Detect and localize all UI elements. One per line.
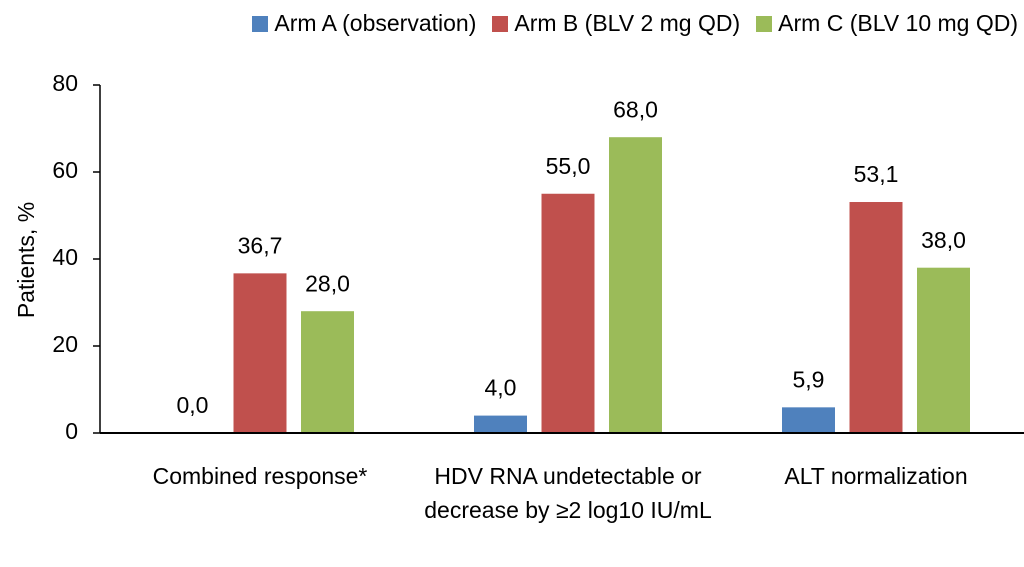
legend-item: Arm A (observation)	[252, 10, 476, 37]
legend-label: Arm C (BLV 10 mg QD)	[778, 10, 1018, 36]
legend-label: Arm B (BLV 2 mg QD)	[514, 10, 741, 36]
legend-swatch	[492, 15, 509, 32]
bar	[474, 415, 527, 433]
bar	[233, 273, 287, 433]
legend-label: Arm A (observation)	[274, 10, 477, 36]
y-tick-label: 60	[52, 157, 78, 183]
data-label: 55,0	[546, 153, 591, 179]
bar	[849, 202, 903, 433]
data-label: 4,0	[485, 375, 517, 401]
legend-swatch	[252, 15, 269, 32]
bar	[301, 311, 354, 433]
data-label: 38,0	[921, 227, 966, 253]
y-tick-label: 40	[52, 244, 78, 270]
data-label: 68,0	[613, 96, 658, 122]
y-tick-label: 0	[65, 418, 78, 444]
data-label: 53,1	[854, 161, 899, 187]
x-tick-label: Combined response*	[152, 463, 368, 489]
x-tick-label: HDV RNA undetectable or decrease by ≥2 l…	[424, 463, 712, 523]
legend: Arm A (observation) Arm B (BLV 2 mg QD) Ar…	[0, 10, 1024, 37]
bar	[917, 267, 970, 433]
data-label: 28,0	[305, 270, 350, 296]
y-tick-label: 20	[52, 331, 78, 357]
data-label: 0,0	[177, 392, 209, 418]
y-axis-label: Patients, %	[13, 202, 39, 318]
y-tick-label: 80	[52, 70, 78, 96]
legend-item: Arm C (BLV 10 mg QD)	[756, 10, 1018, 37]
x-tick-label: ALT normalization	[784, 463, 968, 489]
legend-swatch	[756, 15, 773, 32]
bar	[782, 407, 835, 433]
legend-item: Arm B (BLV 2 mg QD)	[492, 10, 740, 37]
data-label: 36,7	[238, 232, 283, 258]
bar	[609, 137, 662, 433]
bar	[541, 193, 595, 433]
data-label: 5,9	[793, 366, 825, 392]
